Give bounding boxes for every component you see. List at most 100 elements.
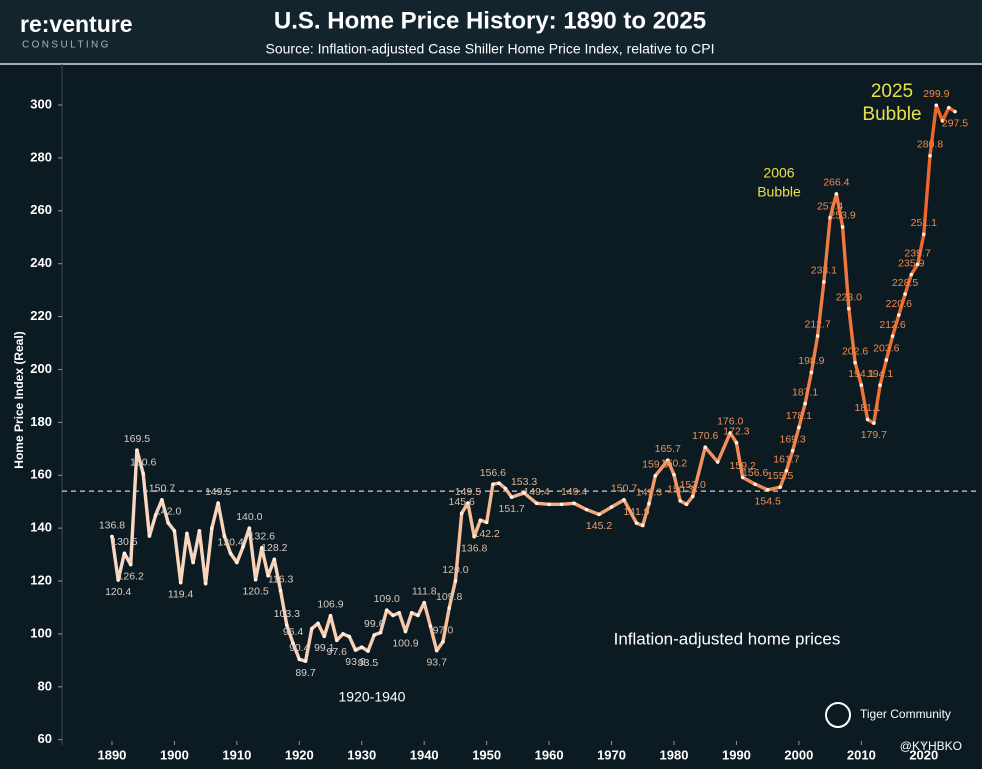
data-point	[278, 589, 283, 593]
x-tick-label: 1960	[535, 747, 564, 762]
data-label: 90.4	[289, 642, 310, 654]
data-label: 181.1	[854, 402, 880, 414]
data-point	[503, 486, 508, 491]
x-tick-label: 1890	[97, 747, 126, 762]
data-point	[690, 494, 695, 499]
data-point	[366, 649, 370, 653]
data-point	[859, 383, 864, 387]
data-point	[272, 557, 277, 562]
data-point	[703, 445, 708, 450]
data-point	[353, 648, 358, 652]
data-point	[921, 232, 926, 237]
data-point	[678, 499, 683, 503]
data-point	[303, 659, 308, 663]
data-point	[647, 501, 651, 506]
data-label: 142.0	[155, 506, 181, 518]
data-label: 120.5	[242, 585, 268, 597]
data-point	[840, 225, 845, 229]
x-tick-label: 1950	[472, 747, 501, 762]
data-point	[384, 608, 389, 612]
data-label: 212.6	[879, 319, 905, 331]
data-label: 160.2	[661, 458, 687, 470]
data-point	[765, 488, 770, 492]
data-point	[809, 370, 814, 375]
chart-title: U.S. Home Price History: 1890 to 2025	[274, 7, 706, 34]
data-point	[940, 119, 945, 123]
data-point	[472, 534, 476, 539]
data-label: 202.6	[842, 345, 868, 357]
data-point	[334, 638, 339, 643]
data-label: 251.1	[911, 217, 937, 229]
x-tick-label: 1930	[347, 747, 376, 762]
data-label: 172.3	[723, 426, 749, 438]
data-point	[309, 626, 314, 631]
data-point	[297, 657, 302, 662]
data-point	[815, 334, 820, 338]
data-label: 233.1	[811, 265, 837, 277]
data-point	[803, 401, 807, 406]
annotation: Bubble	[862, 104, 921, 125]
y-tick-label: 300	[30, 96, 52, 111]
data-point	[260, 545, 264, 550]
data-point	[890, 334, 895, 338]
data-point	[522, 491, 526, 495]
data-label: 297.5	[942, 117, 968, 129]
data-label: 149.3	[636, 486, 662, 498]
data-label: 99.1	[314, 642, 335, 654]
y-tick-label: 80	[38, 678, 52, 693]
data-label: 266.4	[823, 177, 849, 189]
data-label: 126.2	[118, 570, 144, 582]
data-point	[247, 526, 252, 530]
data-label: 120.4	[105, 586, 131, 598]
data-point	[884, 358, 889, 362]
data-point	[347, 634, 352, 639]
data-label: 156.6	[480, 467, 506, 479]
data-label: 150.7	[611, 483, 637, 495]
data-point	[684, 502, 689, 507]
x-tick-label: 1940	[410, 747, 439, 762]
data-label: 89.7	[295, 667, 316, 679]
data-label: 239.7	[904, 247, 930, 259]
y-tick-label: 100	[30, 625, 52, 640]
data-point	[459, 511, 464, 516]
data-point	[203, 581, 208, 586]
data-label: 106.9	[317, 598, 343, 610]
data-label: 253.9	[829, 210, 855, 222]
data-point	[147, 534, 152, 538]
y-tick-label: 260	[30, 202, 52, 217]
data-label: 97.6	[327, 646, 348, 658]
data-point	[434, 648, 439, 653]
data-point	[597, 512, 601, 517]
watermark: Tiger Community	[860, 707, 951, 721]
data-point	[341, 632, 345, 636]
data-label: 228.5	[892, 277, 918, 289]
logo: re:venture	[20, 11, 132, 37]
data-point	[328, 613, 333, 618]
data-label: 161.7	[773, 454, 799, 466]
data-point	[166, 521, 170, 525]
data-label: 235.9	[898, 257, 924, 269]
data-label: 145.6	[449, 496, 475, 508]
data-label: 187.1	[792, 386, 818, 398]
data-label: 169.3	[780, 433, 806, 445]
data-label: 130.5	[111, 536, 137, 548]
data-point	[322, 634, 327, 639]
data-point	[828, 215, 832, 220]
data-label: 120.0	[442, 564, 468, 576]
data-label: 130.4	[217, 536, 243, 548]
annotation: 2025	[871, 81, 913, 102]
data-label: 93.5	[358, 657, 379, 669]
x-tick-label: 2010	[847, 747, 876, 762]
data-label: 150.7	[149, 483, 175, 495]
data-label: 149.4	[561, 486, 587, 498]
y-axis-label: Home Price Index (Real)	[12, 331, 26, 468]
data-label: 160.6	[130, 456, 156, 468]
data-point	[478, 518, 483, 523]
data-label: 159.8	[642, 459, 668, 471]
data-point	[197, 528, 202, 533]
watermark-icon	[825, 702, 851, 728]
data-label: 152.0	[680, 479, 706, 491]
data-point	[572, 501, 576, 506]
